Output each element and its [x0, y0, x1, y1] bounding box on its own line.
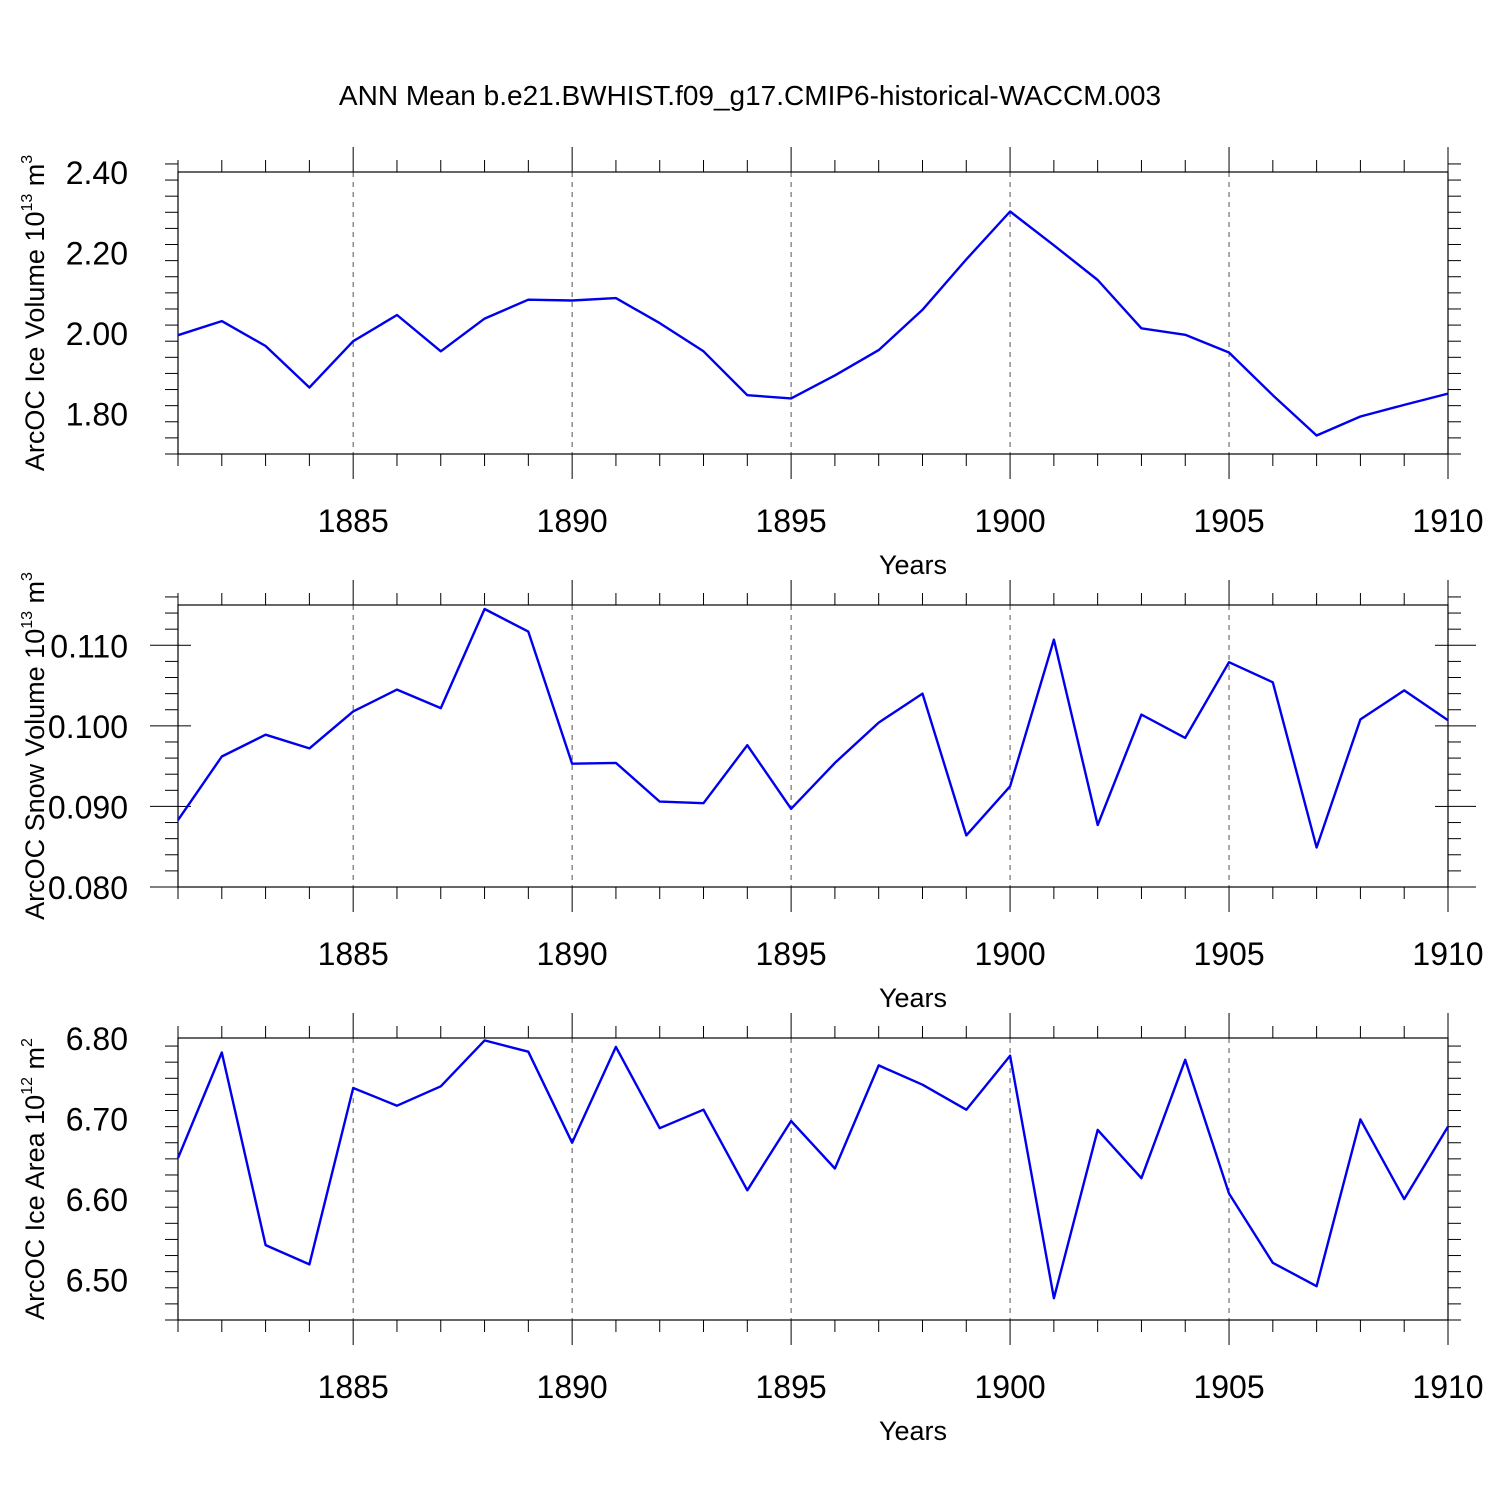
- y-tick-label-0.100: 0.100: [48, 709, 128, 745]
- plot-frame: [177, 604, 1449, 888]
- y-tick-label-0.090: 0.090: [48, 789, 128, 825]
- y-tick-label-6.60: 6.60: [66, 1182, 128, 1218]
- y-axis-label: ArcOC Ice Volume 1013 m3: [19, 155, 50, 471]
- x-tick-label-1905: 1905: [1193, 1369, 1264, 1405]
- y-tick-label-0.110: 0.110: [50, 628, 128, 664]
- x-tick-label-1900: 1900: [974, 1369, 1045, 1405]
- x-tick-label-1890: 1890: [537, 936, 608, 972]
- x-tick-label-1885: 1885: [318, 503, 389, 539]
- y-tick-label-2.20: 2.20: [66, 236, 128, 272]
- plot-frame: [177, 1037, 1449, 1321]
- x-tick-label-1910: 1910: [1412, 503, 1483, 539]
- series-line-snow-volume: [177, 607, 1449, 849]
- x-tick-label-1890: 1890: [537, 1369, 608, 1405]
- chart-panels: 1885 1890 1895 1900 1905 1910 1.80 2.00 2.20 2.40…: [19, 147, 1484, 1446]
- x-axis-label: Years: [879, 983, 947, 1013]
- y-tick-label-2.40: 2.40: [66, 155, 128, 191]
- x-axis-label: Years: [879, 1416, 947, 1446]
- x-tick-label-1900: 1900: [974, 936, 1045, 972]
- figure-title: ANN Mean b.e21.BWHIST.f09_g17.CMIP6-hist…: [339, 80, 1161, 111]
- y-tick-label-2.00: 2.00: [66, 316, 128, 352]
- chart-panel-snow-volume: 1885 1890 1895 1900 1905 1910 0.080 0.090 0.100 0…: [19, 572, 1484, 1013]
- x-tick-label-1895: 1895: [756, 1369, 827, 1405]
- x-tick-label-1900: 1900: [974, 503, 1045, 539]
- x-tick-label-1885: 1885: [318, 936, 389, 972]
- y-tick-label-6.50: 6.50: [66, 1263, 128, 1299]
- y-tick-label-1.80: 1.80: [66, 397, 128, 433]
- x-tick-label-1895: 1895: [756, 503, 827, 539]
- series-line-ice-volume: [177, 210, 1449, 437]
- y-tick-label-0.080: 0.080: [48, 870, 128, 906]
- chart-panel-ice-area: 1885 1890 1895 1900 1905 1910 6.50 6.60 6.70 6.80…: [19, 1013, 1484, 1446]
- y-axis-label: ArcOC Snow Volume 1013 m3: [19, 572, 50, 920]
- x-tick-label-1905: 1905: [1193, 503, 1264, 539]
- x-tick-label-1890: 1890: [537, 503, 608, 539]
- x-tick-label-1895: 1895: [756, 936, 827, 972]
- x-tick-label-1910: 1910: [1412, 1369, 1483, 1405]
- series-line-ice-area: [176, 1039, 1450, 1300]
- y-axis-label: ArcOC Ice Area 1012 m2: [19, 1038, 50, 1320]
- plot-frame: [177, 171, 1449, 455]
- x-tick-label-1910: 1910: [1412, 936, 1483, 972]
- y-tick-label-6.70: 6.70: [66, 1102, 128, 1138]
- x-tick-label-1905: 1905: [1193, 936, 1264, 972]
- y-tick-label-6.80: 6.80: [66, 1021, 128, 1057]
- chart-panel-ice-volume: 1885 1890 1895 1900 1905 1910 1.80 2.00 2.20 2.40…: [19, 147, 1484, 580]
- x-axis-label: Years: [879, 550, 947, 580]
- x-tick-label-1885: 1885: [318, 1369, 389, 1405]
